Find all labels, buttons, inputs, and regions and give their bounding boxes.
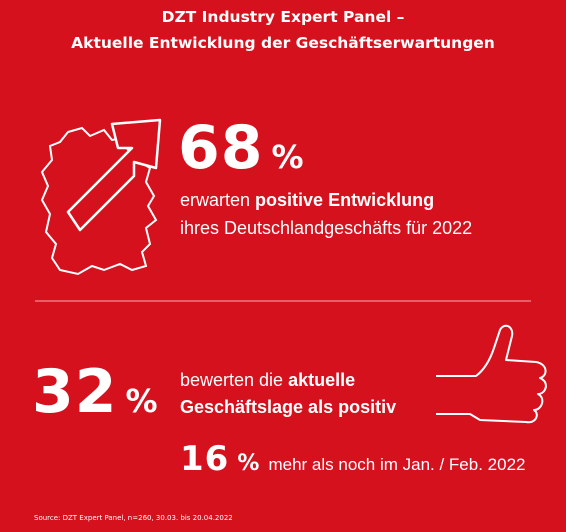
stat-text: mehr als noch im Jan. / Feb. 2022 (268, 455, 526, 474)
text-bold: Geschäftslage als positiv (180, 397, 397, 417)
stat: 32% (32, 362, 158, 422)
arrow-icon (66, 118, 162, 232)
text: erwarten (180, 190, 256, 210)
title: DZT Industry Expert Panel – (161, 8, 405, 26)
stat-number: 32 (32, 357, 118, 427)
stat-text: ihres Deutschlandgeschäfts für 2022 (180, 218, 472, 239)
stat-text: Geschäftslage als positiv (180, 397, 396, 418)
stat-text: bewerten die aktuelle (180, 370, 355, 391)
stat: 16% mehr als noch im Jan. / Feb. 2022 (180, 442, 526, 476)
text: bewerten die (180, 370, 289, 390)
stat-unit: % (237, 451, 260, 476)
title: Aktuelle Entwicklung der Geschäftserwart… (71, 34, 495, 52)
stat-text: erwarten positive Entwicklung (180, 190, 434, 211)
thumbs-up-icon (436, 324, 547, 424)
stat-unit: % (125, 382, 158, 420)
text-bold: positive Entwicklung (255, 190, 435, 210)
stat: 68% (178, 118, 304, 178)
text-bold: aktuelle (288, 370, 356, 390)
text: ihres Deutschlandgeschäfts für 2022 (180, 218, 473, 238)
stat-unit: % (271, 138, 304, 176)
stat-number: 16 (180, 439, 230, 479)
source: Source: DZT Expert Panel, n=260, 30.03. … (34, 514, 233, 522)
stat-number: 68 (178, 113, 264, 183)
